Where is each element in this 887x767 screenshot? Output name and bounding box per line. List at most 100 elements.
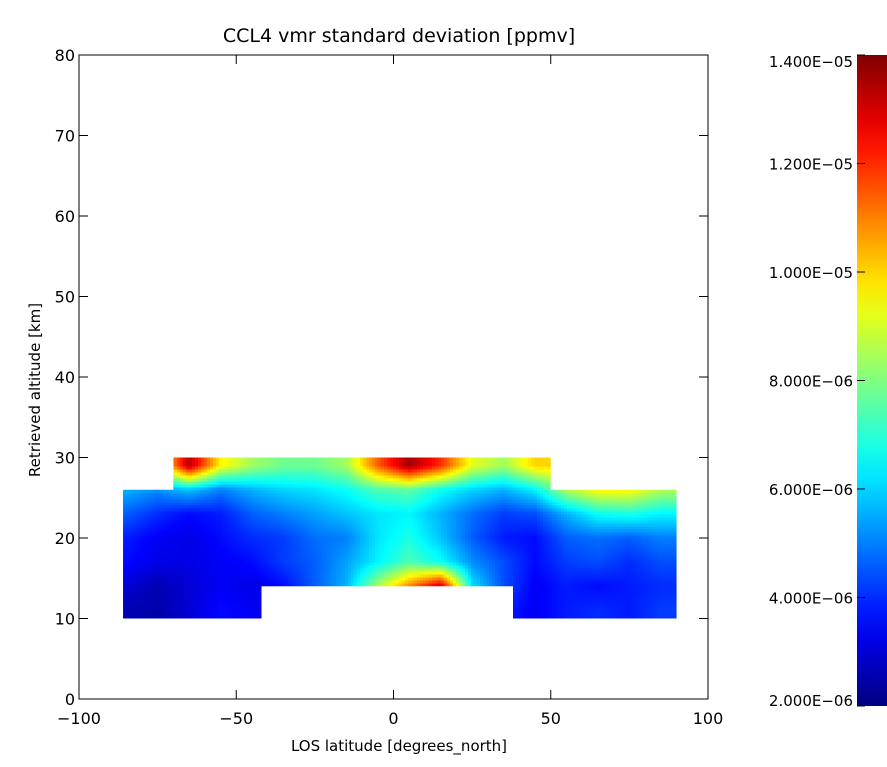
heatmap-cell [588,484,592,489]
heatmap-cell [399,481,403,486]
heatmap-cell [459,490,463,495]
heatmap-cell [255,466,259,471]
heatmap-cell [141,520,145,525]
heatmap-cell [654,502,658,507]
heatmap-cell [183,532,187,537]
heatmap-cell [234,502,238,507]
heatmap-cell [159,535,163,540]
heatmap-cell [663,508,667,513]
heatmap-cell [276,529,280,534]
heatmap-cell [204,463,208,468]
heatmap-cell [246,508,250,513]
heatmap-cell [447,484,451,489]
heatmap-cell [504,496,508,501]
heatmap-cell [483,511,487,516]
heatmap-cell [468,484,472,489]
heatmap-cell [219,469,223,474]
heatmap-cell [405,487,409,492]
heatmap-cell [459,478,463,483]
heatmap-cell [555,529,559,534]
heatmap-cell [198,523,202,528]
heatmap-cell [159,517,163,522]
heatmap-cell [447,472,451,477]
heatmap-cell [651,520,655,525]
heatmap-cell [654,508,658,513]
heatmap-cell [621,529,625,534]
heatmap-cell [519,526,523,531]
heatmap-cell [219,478,223,483]
heatmap-cell [195,466,199,471]
heatmap-cell [303,460,307,465]
heatmap-cell [273,514,277,519]
heatmap-cell [351,517,355,522]
heatmap-cell [549,517,553,522]
heatmap-cell [666,469,670,474]
heatmap-cell [195,505,199,510]
heatmap-cell [231,496,235,501]
heatmap-cell [525,460,529,465]
heatmap-cell [648,460,652,465]
heatmap-cell [168,478,172,483]
heatmap-cell [513,520,517,525]
heatmap-cell [240,505,244,510]
heatmap-cell [306,466,310,471]
heatmap-cell [186,499,190,504]
heatmap-cell [600,469,604,474]
heatmap-cell [387,484,391,489]
heatmap-cell [600,490,604,495]
heatmap-cell [525,529,529,534]
heatmap-cell [186,463,190,468]
heatmap-cell [189,535,193,540]
heatmap-cell [405,496,409,501]
heatmap-cell [264,457,268,462]
heatmap-cell [579,526,583,531]
heatmap-cell [618,478,622,483]
heatmap-cell [336,505,340,510]
heatmap-cell [405,469,409,474]
heatmap-cell [237,523,241,528]
heatmap-cell [408,460,412,465]
heatmap-cell [429,535,433,540]
heatmap-cell [606,517,610,522]
heatmap-cell [525,535,529,540]
heatmap-cell [219,499,223,504]
heatmap-cell [324,466,328,471]
heatmap-cell [168,496,172,501]
heatmap-cell [297,508,301,513]
heatmap-cell [585,481,589,486]
heatmap-cell [147,532,151,537]
heatmap-cell [270,529,274,534]
heatmap-cell [507,469,511,474]
heatmap-cell [426,475,430,480]
heatmap-cell [465,511,469,516]
heatmap-cell [399,511,403,516]
heatmap-cell [171,508,175,513]
heatmap-cell [345,520,349,525]
heatmap-cell [390,493,394,498]
heatmap-cell [474,493,478,498]
heatmap-cell [468,478,472,483]
heatmap-cell [606,496,610,501]
heatmap-cell [477,502,481,507]
heatmap-cell [162,493,166,498]
heatmap-cell [294,520,298,525]
heatmap-cell [450,490,454,495]
heatmap-cell [234,523,238,528]
heatmap-cell [177,499,181,504]
heatmap-cell [222,472,226,477]
heatmap-cell [633,502,637,507]
heatmap-cell [558,508,562,513]
heatmap-cell [663,535,667,540]
heatmap-cell [654,481,658,486]
heatmap-cell [672,517,676,522]
heatmap-cell [279,472,283,477]
heatmap-cell [306,478,310,483]
heatmap-cell [351,520,355,525]
heatmap-cell [288,502,292,507]
heatmap-cell [405,466,409,471]
heatmap-cell [636,502,640,507]
heatmap-cell [597,517,601,522]
heatmap-cell [651,469,655,474]
heatmap-cell [291,511,295,516]
heatmap-cell [459,535,463,540]
